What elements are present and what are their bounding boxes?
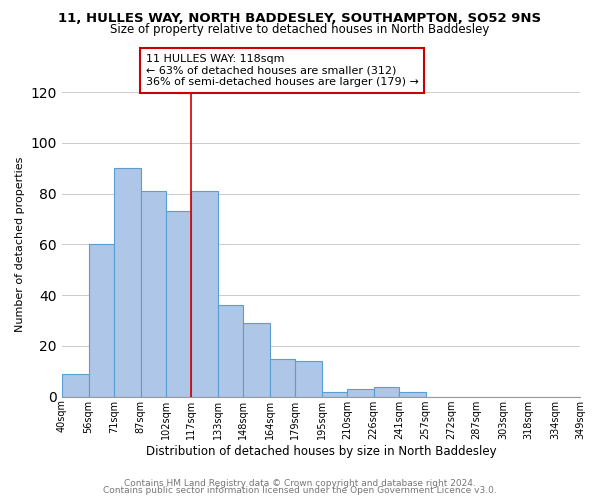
Text: Contains public sector information licensed under the Open Government Licence v3: Contains public sector information licen… xyxy=(103,486,497,495)
Bar xyxy=(374,386,399,396)
Bar xyxy=(62,374,89,396)
Bar xyxy=(243,323,270,396)
Bar xyxy=(399,392,426,396)
Bar xyxy=(218,306,243,396)
Text: Size of property relative to detached houses in North Baddesley: Size of property relative to detached ho… xyxy=(110,22,490,36)
Bar xyxy=(191,191,218,396)
Bar xyxy=(322,392,347,396)
Bar xyxy=(89,244,114,396)
Bar xyxy=(295,361,322,396)
Bar xyxy=(347,389,374,396)
Text: 11, HULLES WAY, NORTH BADDESLEY, SOUTHAMPTON, SO52 9NS: 11, HULLES WAY, NORTH BADDESLEY, SOUTHAM… xyxy=(58,12,542,26)
X-axis label: Distribution of detached houses by size in North Baddesley: Distribution of detached houses by size … xyxy=(146,444,496,458)
Y-axis label: Number of detached properties: Number of detached properties xyxy=(15,156,25,332)
Bar xyxy=(270,358,295,397)
Bar xyxy=(114,168,140,396)
Text: Contains HM Land Registry data © Crown copyright and database right 2024.: Contains HM Land Registry data © Crown c… xyxy=(124,478,476,488)
Bar xyxy=(140,191,166,396)
Text: 11 HULLES WAY: 118sqm
← 63% of detached houses are smaller (312)
36% of semi-det: 11 HULLES WAY: 118sqm ← 63% of detached … xyxy=(146,54,419,87)
Bar xyxy=(166,212,191,396)
